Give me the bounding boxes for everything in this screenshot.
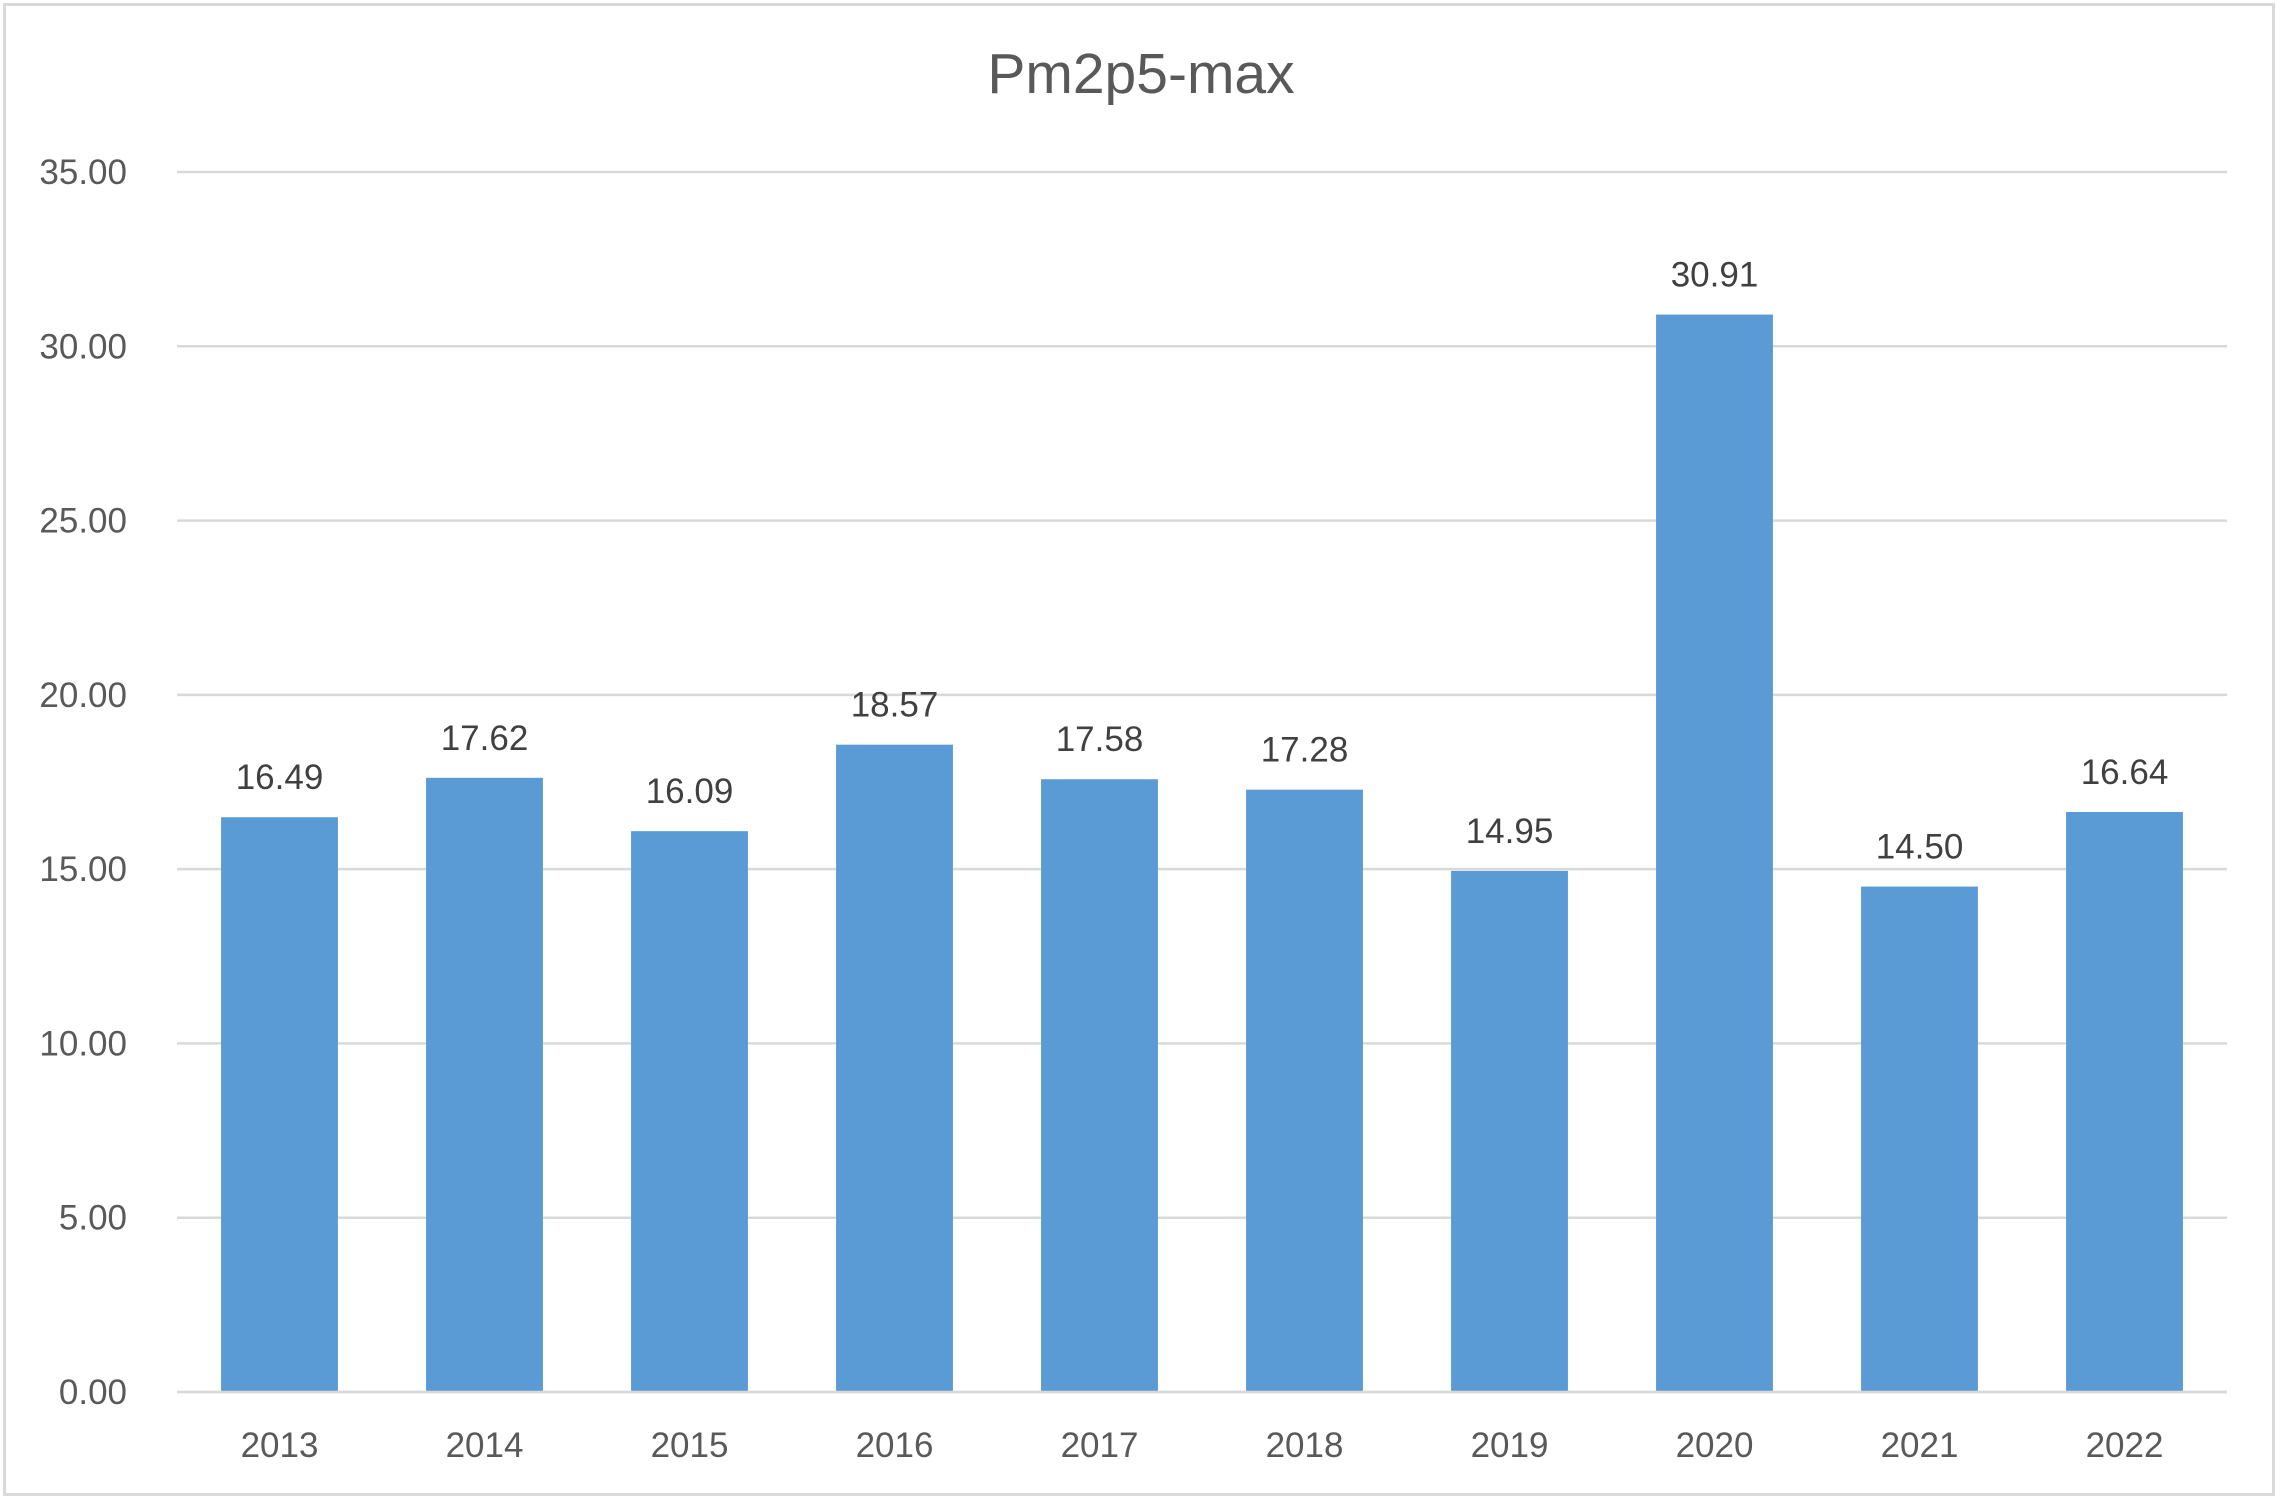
bar-2019 [1451,870,1568,1392]
y-axis: 0.00 5.00 10.00 15.00 20.00 25.00 30.00 35.00 [39,153,127,1412]
data-label-2019: 14.95 [1466,812,1554,851]
y-tick-label: 0.00 [59,1373,127,1412]
x-tick-label-2013: 2013 [241,1426,319,1465]
y-tick-label: 35.00 [39,153,127,192]
data-label-2016: 18.57 [851,686,939,725]
bar-2016 [836,744,953,1392]
bar-2022 [2066,811,2183,1392]
x-tick-label-2020: 2020 [1676,1426,1754,1465]
data-label-2015: 16.09 [646,772,734,811]
x-tick-label-2018: 2018 [1266,1426,1344,1465]
y-tick-label: 30.00 [39,327,127,366]
data-label-2018: 17.28 [1261,731,1349,770]
y-tick-label: 25.00 [39,502,127,541]
data-label-2014: 17.62 [441,719,529,758]
x-tick-label-2022: 2022 [2086,1426,2164,1465]
y-tick-label: 10.00 [39,1024,127,1063]
bar-2015 [631,831,748,1392]
x-tick-label-2014: 2014 [446,1426,524,1465]
x-tick-label-2016: 2016 [856,1426,934,1465]
x-axis: 2013 2014 2015 2016 2017 2018 2019 2020 2021 2022 [177,1390,2227,1465]
bar-2014 [426,777,543,1392]
x-tick-label-2021: 2021 [1881,1426,1959,1465]
bar-2017 [1041,779,1158,1392]
x-tick-label-2015: 2015 [651,1426,729,1465]
data-label-2021: 14.50 [1876,828,1964,867]
y-tick-label: 5.00 [59,1199,127,1238]
bar-2021 [1861,886,1978,1392]
bar-2018 [1246,789,1363,1392]
data-label-2020: 30.91 [1671,256,1759,295]
data-label-2022: 16.64 [2081,753,2169,792]
y-tick-label: 20.00 [39,676,127,715]
x-tick-label-2019: 2019 [1471,1426,1549,1465]
x-tick-label-2017: 2017 [1061,1426,1139,1465]
y-tick-label: 15.00 [39,850,127,889]
data-label-2017: 17.58 [1056,720,1144,759]
data-label-2013: 16.49 [236,758,324,797]
chart-title: Pm2p5-max [987,42,1294,106]
bar-2013 [221,817,338,1392]
data-labels: 16.49 17.62 16.09 18.57 17.58 17.28 14.95 30.91… [236,256,2169,867]
bar-2020 [1656,314,1773,1393]
bars [221,314,2183,1393]
